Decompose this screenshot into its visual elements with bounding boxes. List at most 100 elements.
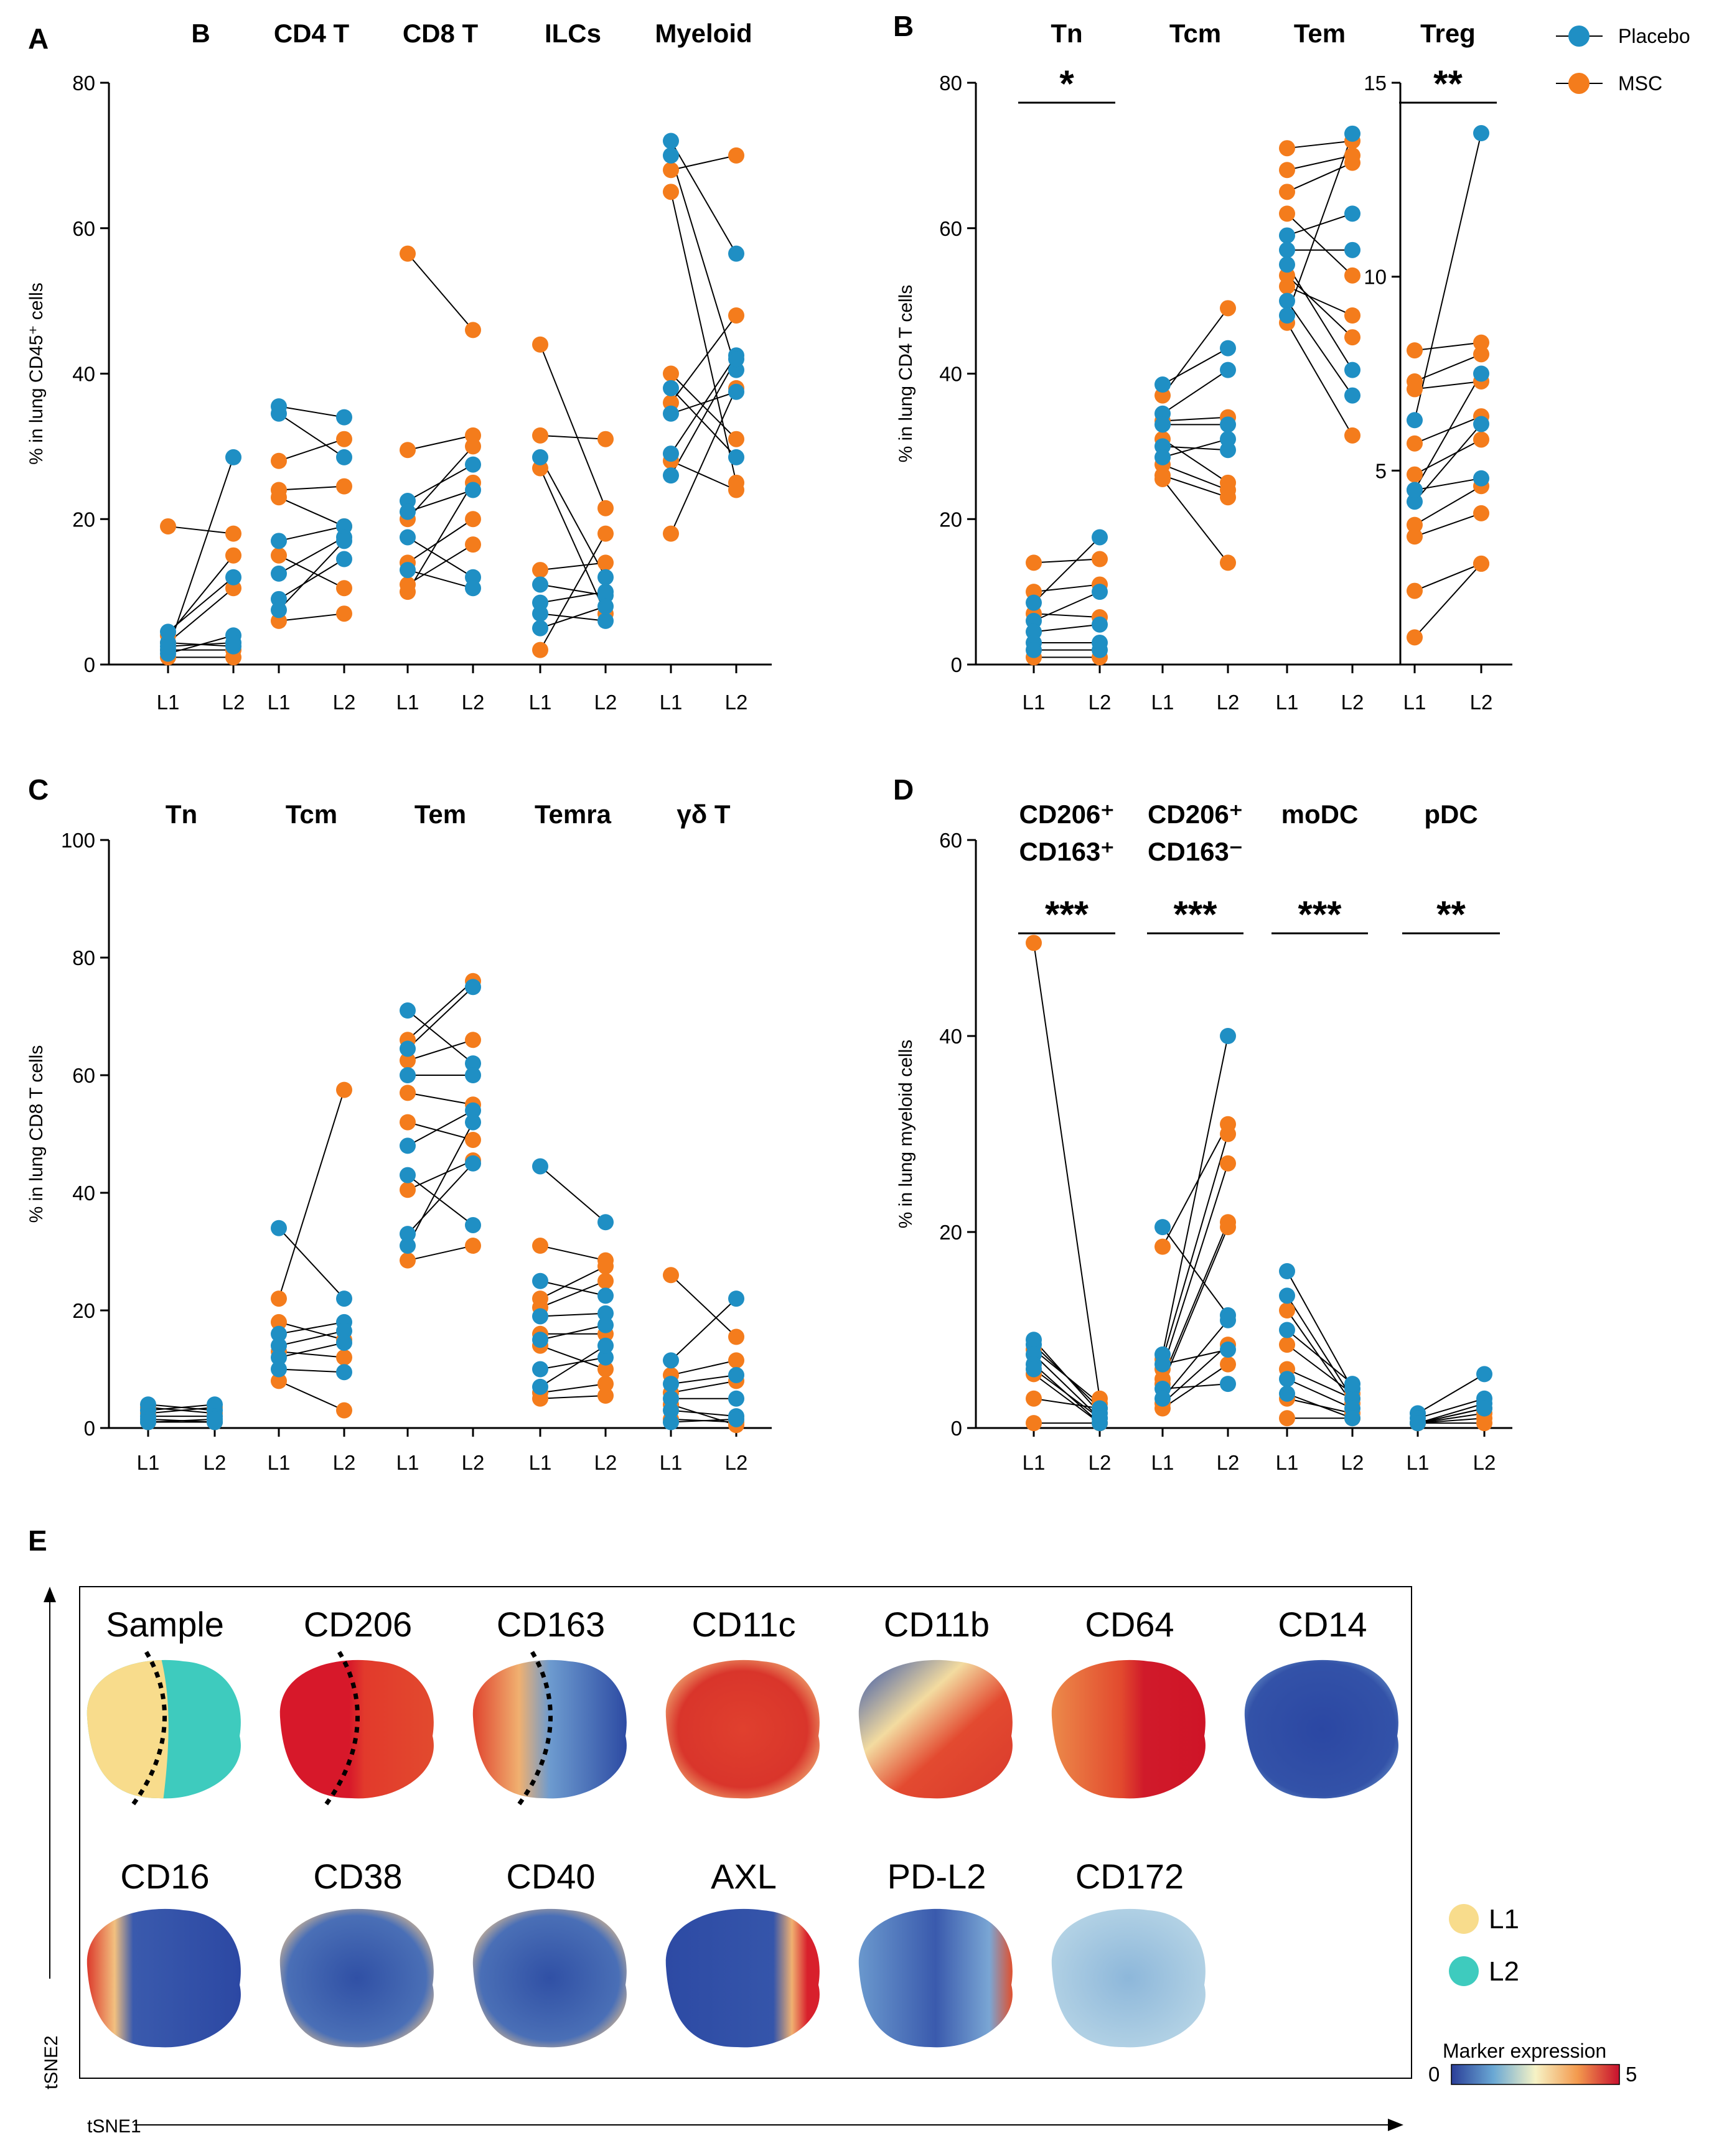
placebo-point: [1476, 1366, 1492, 1383]
y-tick-label: 60: [939, 217, 962, 240]
msc-point: [1407, 466, 1423, 483]
placebo-point: [465, 1216, 481, 1233]
panel-a: 0 20 40 60 80 % in lung CD45⁺ cells L1 L2 B L1 L2 C…: [26, 19, 772, 714]
x-tick-label: L2: [1470, 691, 1493, 714]
msc-point: [1154, 470, 1171, 487]
placebo-point: [336, 1364, 352, 1381]
pair-line: [407, 1010, 474, 1064]
placebo-point: [1473, 470, 1489, 487]
msc-point: [1220, 1356, 1236, 1373]
y-tick-label: 60: [72, 1064, 95, 1087]
map-title: CD14: [1278, 1605, 1367, 1644]
x-tick-label: L1: [660, 1451, 683, 1474]
group-title: Tn: [166, 800, 197, 829]
placebo-point: [1407, 482, 1423, 498]
group-title: B: [191, 19, 210, 48]
msc-point: [336, 1081, 352, 1098]
y-tick-label: 80: [939, 72, 962, 95]
pair-line: [1033, 1354, 1100, 1419]
map-cd11b: [858, 1659, 1013, 1799]
placebo-point: [1092, 584, 1108, 600]
pair-line: [1162, 438, 1229, 483]
pair-line: [1162, 1349, 1229, 1365]
group-title: Tem: [414, 800, 466, 829]
pair-line: [540, 1324, 606, 1341]
pair-line: [1417, 1373, 1485, 1414]
msc-point: [1220, 1155, 1236, 1172]
pair-line: [540, 591, 606, 604]
pair-line: [1417, 1398, 1485, 1419]
msc-point: [1344, 329, 1360, 346]
map-title: CD11b: [884, 1605, 990, 1644]
pair-line: [540, 344, 606, 509]
placebo-point: [532, 620, 548, 637]
pair-line: [540, 533, 606, 651]
msc-point: [271, 489, 287, 506]
placebo-point: [728, 1390, 744, 1407]
msc-point: [1026, 554, 1042, 571]
placebo-point: [1026, 642, 1042, 658]
pair-line: [407, 482, 474, 592]
pair-line: [540, 1312, 606, 1317]
msc-point: [1220, 489, 1236, 506]
map-cd40: [472, 1908, 627, 2048]
pair-line: [1414, 423, 1482, 502]
pair-line: [1162, 416, 1229, 422]
pair-line: [670, 1374, 737, 1385]
pair-line: [278, 1228, 345, 1299]
y2-tick-label: 15: [1364, 72, 1387, 95]
pair-line: [1286, 140, 1353, 149]
x-tick-label: L2: [333, 691, 356, 714]
pair-line: [1417, 1402, 1485, 1424]
msc-point: [1220, 300, 1236, 317]
pair-line: [1162, 1363, 1229, 1409]
msc-point: [465, 536, 481, 553]
pair-line: [670, 373, 737, 440]
placebo-point: [336, 533, 352, 549]
x-tick-label: L1: [660, 691, 683, 714]
pair-line: [167, 555, 234, 636]
x-tick-label: L1: [529, 691, 552, 714]
msc-point: [1279, 184, 1295, 200]
pair-line: [540, 1356, 606, 1370]
legend-l1-marker: [1449, 1904, 1479, 1934]
y-tick-label: 20: [72, 508, 95, 531]
msc-point: [728, 147, 744, 164]
placebo-point: [663, 1376, 679, 1393]
map-title: CD11c: [691, 1605, 795, 1644]
map-boundary: [322, 1651, 360, 1809]
placebo-point: [663, 133, 679, 149]
msc-point: [728, 482, 744, 498]
msc-point: [400, 1052, 416, 1069]
significance-stars: **: [1433, 63, 1463, 105]
pair-line: [1286, 133, 1353, 316]
pair-line: [540, 1266, 606, 1299]
msc-point: [1279, 1337, 1295, 1353]
msc-point: [597, 525, 614, 542]
placebo-point: [1407, 412, 1423, 429]
x-tick-label: L1: [1023, 1451, 1046, 1474]
group-title: Tn: [1051, 19, 1082, 48]
placebo-point: [400, 1040, 416, 1057]
placebo-point: [728, 245, 744, 262]
pair-line: [1286, 213, 1353, 276]
y-tick-label: 20: [939, 1221, 962, 1244]
pair-line: [407, 986, 474, 1050]
pair-line: [407, 536, 474, 578]
placebo-point: [663, 1352, 679, 1369]
pair-line: [1033, 943, 1100, 1399]
placebo-point: [597, 1305, 614, 1322]
placebo-point: [532, 1361, 548, 1378]
pair-line: [278, 1342, 345, 1358]
placebo-point: [728, 1411, 744, 1427]
placebo-point: [1279, 1287, 1295, 1304]
pair-line: [1414, 563, 1482, 638]
placebo-point: [532, 576, 548, 593]
placebo-point: [597, 1349, 614, 1366]
pair-line: [407, 1092, 474, 1106]
map-cd64: [1051, 1659, 1206, 1799]
x-tick-label: L2: [333, 1451, 356, 1474]
placebo-point: [1154, 1356, 1171, 1373]
pair-line: [670, 460, 737, 491]
